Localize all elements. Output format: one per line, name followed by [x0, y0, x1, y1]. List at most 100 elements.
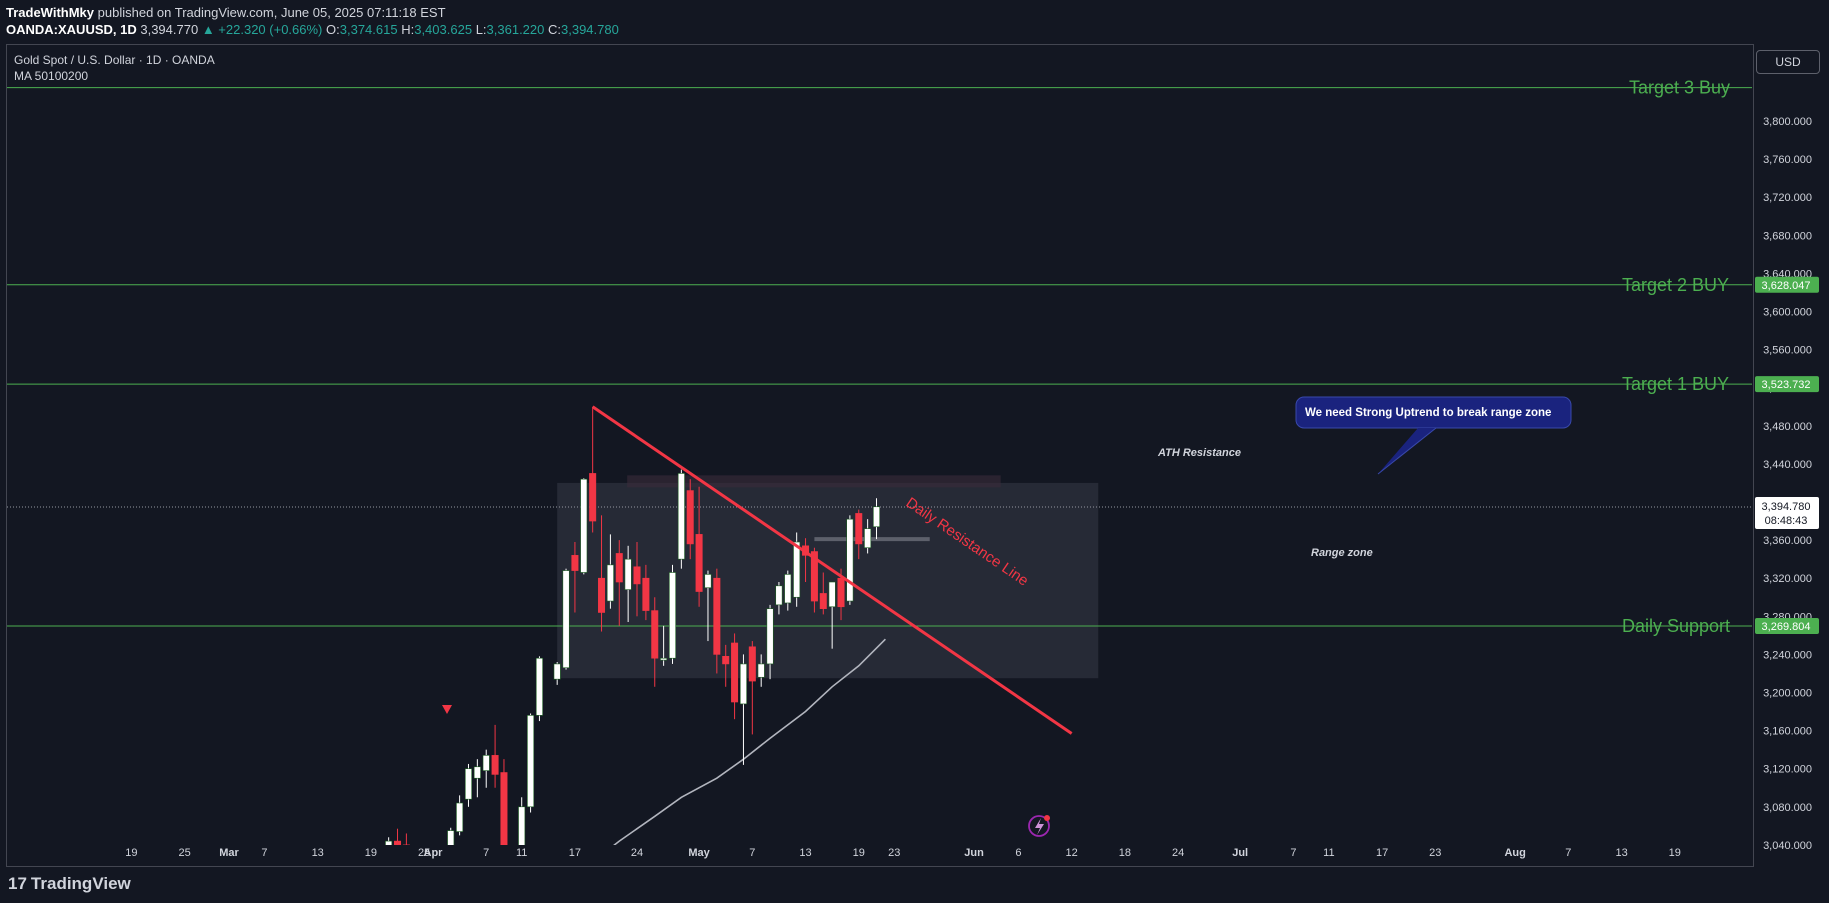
candle-body [677, 473, 685, 560]
time-tick-label: 13 [799, 847, 811, 859]
candle-body [713, 577, 721, 655]
level-label: Target 1 BUY [1622, 374, 1729, 394]
publisher-name[interactable]: TradeWithMky [6, 5, 95, 20]
published-text: published on TradingView.com, June 05, 2… [97, 5, 446, 20]
price-tick-label: 3,320.000 [1763, 573, 1812, 585]
brand-name: TradingView [30, 874, 131, 893]
time-tick-label: 19 [1669, 847, 1681, 859]
price-tick-label: 3,200.000 [1763, 688, 1812, 700]
candle-body [447, 830, 455, 845]
price-tick-label: 3,160.000 [1763, 726, 1812, 738]
price-change: ▲ +22.320 (+0.66%) [201, 22, 323, 37]
level-label: Target 2 BUY [1622, 275, 1729, 295]
tradingview-logo[interactable]: 17 TradingView [8, 874, 131, 894]
candle-body [615, 553, 623, 583]
ma-indicator-label[interactable]: MA 50100200 [14, 69, 89, 83]
price-tick-label: 3,440.000 [1763, 459, 1812, 471]
time-tick-label: 7 [1565, 847, 1571, 859]
time-tick-label: Mar [219, 847, 239, 859]
time-tick-label: Jul [1232, 847, 1248, 859]
candle-body [837, 577, 845, 608]
candle-body [535, 657, 543, 716]
signal-arrow-icon [442, 705, 452, 714]
bar-countdown: 08:48:43 [1765, 515, 1808, 527]
candle-body [491, 755, 499, 775]
price-axis [1754, 45, 1829, 845]
candle-body [606, 564, 614, 602]
price-tick-label: 3,120.000 [1763, 764, 1812, 776]
level-price-badge [1755, 618, 1819, 635]
candle-body [518, 806, 526, 845]
candle-body [527, 715, 535, 808]
candle-body [624, 558, 632, 590]
high-label: H: [401, 22, 415, 37]
instrument-title: Gold Spot / U.S. Dollar · 1D · OANDA [14, 53, 215, 67]
time-tick-label: Apr [424, 847, 444, 859]
candle-body [402, 844, 410, 845]
lightning-icon-ring [1028, 815, 1050, 837]
candle-body [651, 610, 659, 659]
time-tick-label: 19 [853, 847, 865, 859]
candle-body [722, 656, 730, 665]
level-price-badge [1755, 276, 1819, 293]
candle-body [872, 506, 880, 528]
candle-body [553, 663, 561, 680]
level-price-badge-text: 3,269.804 [1762, 621, 1811, 633]
ath-resistance-label: ATH Resistance [1157, 447, 1241, 459]
price-tick-label: 3,560.000 [1763, 345, 1812, 357]
candle-body [793, 541, 801, 598]
ath-resistance-band [627, 475, 1001, 488]
candle-body [377, 854, 383, 868]
candle-body [473, 766, 481, 779]
low-label: L: [475, 22, 487, 37]
chart-legend: Gold Spot / U.S. Dollar · 1D · OANDA MA … [14, 52, 215, 84]
candle-body [500, 772, 508, 845]
candle-body [660, 657, 668, 661]
callout-text: We need Strong Uptrend to break range zo… [1305, 407, 1551, 419]
level-price-badge-text: 3,523.732 [1762, 379, 1811, 391]
low-value: 3,361.220 [486, 22, 545, 37]
level-label: Target 3 Buy [1629, 78, 1730, 98]
chart-pane[interactable] [6, 44, 1754, 867]
time-tick-label: 23 [888, 847, 900, 859]
time-tick-label: 19 [365, 847, 377, 859]
price-tick-label: 3,480.000 [1763, 421, 1812, 433]
time-tick-label: 19 [125, 847, 137, 859]
price-tick-label: 3,360.000 [1763, 535, 1812, 547]
candle-body [757, 663, 765, 678]
time-tick-label: 17 [569, 847, 581, 859]
currency-button[interactable]: USD [1756, 50, 1820, 74]
candle-body [819, 593, 827, 609]
tradingview-logo-icon: 17 [8, 874, 27, 893]
level-label: Daily Support [1622, 616, 1730, 636]
current-price-value: 3,394.780 [1762, 501, 1811, 513]
price-tick-label: 3,720.000 [1763, 192, 1812, 204]
plot-area [7, 87, 1752, 868]
candle-body [846, 518, 854, 602]
time-tick-label: 17 [1376, 847, 1388, 859]
time-tick-label: 6 [1015, 847, 1021, 859]
callout-pointer-edge [1377, 427, 1437, 475]
open-value: 3,374.615 [339, 22, 398, 37]
time-tick-label: 13 [312, 847, 324, 859]
candle-body [748, 646, 756, 682]
candle-body [695, 534, 703, 592]
time-tick-label: 7 [1290, 847, 1296, 859]
time-tick-label: 24 [1172, 847, 1184, 859]
open-label: O: [326, 22, 340, 37]
candle-body [828, 581, 836, 608]
lightning-icon-bolt [1035, 818, 1044, 835]
candle-body [571, 555, 579, 571]
candle-body [731, 642, 739, 703]
time-tick-label: 13 [1615, 847, 1627, 859]
time-tick-label: 25 [418, 847, 430, 859]
high-value: 3,403.625 [414, 22, 473, 37]
candle-body [385, 840, 393, 845]
candle-body [864, 528, 872, 549]
time-tick-label: 23 [1429, 847, 1441, 859]
close-value: 3,394.780 [561, 22, 619, 37]
price-tick-label: 3,600.000 [1763, 307, 1812, 319]
candle-body [775, 585, 783, 606]
time-tick-label: 25 [179, 847, 191, 859]
